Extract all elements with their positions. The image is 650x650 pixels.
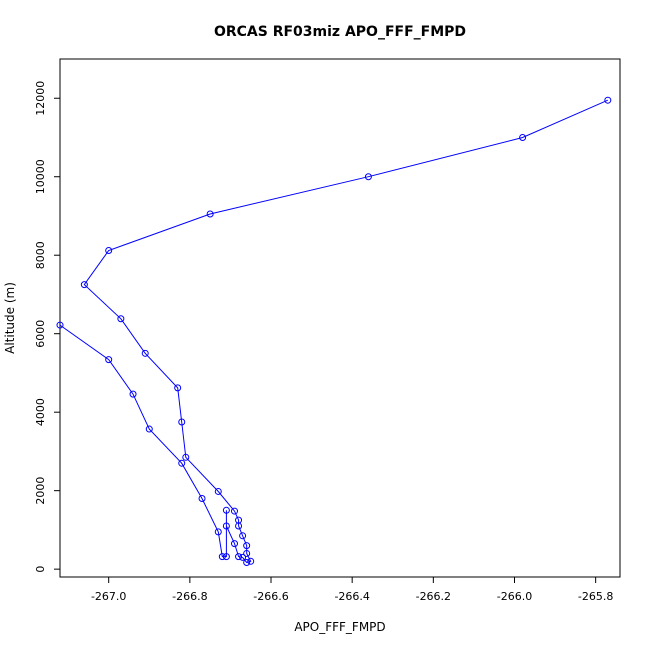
x-tick-label: -266.0 <box>497 590 532 603</box>
series-layer <box>56 96 612 566</box>
y-tick-label: 12000 <box>34 81 47 116</box>
data-point <box>222 553 230 561</box>
data-point <box>243 549 251 557</box>
data-point <box>235 522 243 530</box>
data-point <box>364 173 372 181</box>
data-point <box>604 96 612 104</box>
y-tick-label: 4000 <box>34 398 47 426</box>
series-line <box>59 99 609 564</box>
data-point <box>145 425 153 433</box>
data-point <box>141 349 149 357</box>
data-point <box>239 532 247 540</box>
x-axis-label: APO_FFF_FMPD <box>294 620 385 634</box>
data-point <box>247 557 255 565</box>
data-point <box>239 553 247 561</box>
data-point <box>214 487 222 495</box>
data-point <box>243 558 251 566</box>
data-point <box>230 540 238 548</box>
data-point <box>80 281 88 289</box>
data-point <box>243 542 251 550</box>
data-point <box>235 553 243 561</box>
x-tick-label: -267.0 <box>91 590 126 603</box>
data-point <box>178 418 186 426</box>
data-point <box>222 522 230 530</box>
data-point <box>230 507 238 515</box>
data-point <box>105 247 113 255</box>
plot-frame <box>59 58 621 578</box>
data-point <box>129 390 137 398</box>
data-point <box>182 453 190 461</box>
x-tick-label: -266.2 <box>416 590 451 603</box>
x-tick-label: -266.4 <box>334 590 369 603</box>
data-point <box>117 315 125 323</box>
y-axis-label: Altitude (m) <box>3 282 17 354</box>
data-point <box>198 495 206 503</box>
y-axis: 0 2000 4000 6000 8000 10000 12000 <box>34 81 60 573</box>
x-tick-label: -266.6 <box>253 590 288 603</box>
y-tick-label: 8000 <box>34 241 47 269</box>
data-point <box>105 356 113 364</box>
data-point <box>56 321 64 329</box>
data-point <box>218 553 226 561</box>
data-point <box>174 384 182 392</box>
data-point <box>519 133 527 141</box>
x-axis: -267.0 -266.8 -266.6 -266.4 -266.2 -266.0 -265… <box>91 577 613 603</box>
data-point <box>222 506 230 514</box>
chart-title: ORCAS RF03miz APO_FFF_FMPD <box>214 24 466 40</box>
data-point <box>178 459 186 467</box>
x-tick-label: -265.8 <box>578 590 613 603</box>
x-tick-label: -266.8 <box>172 590 207 603</box>
y-tick-label: 6000 <box>34 320 47 348</box>
y-tick-label: 2000 <box>34 477 47 505</box>
y-tick-label: 0 <box>34 566 47 573</box>
data-point <box>214 528 222 536</box>
data-point <box>206 210 214 218</box>
y-tick-label: 10000 <box>34 159 47 194</box>
